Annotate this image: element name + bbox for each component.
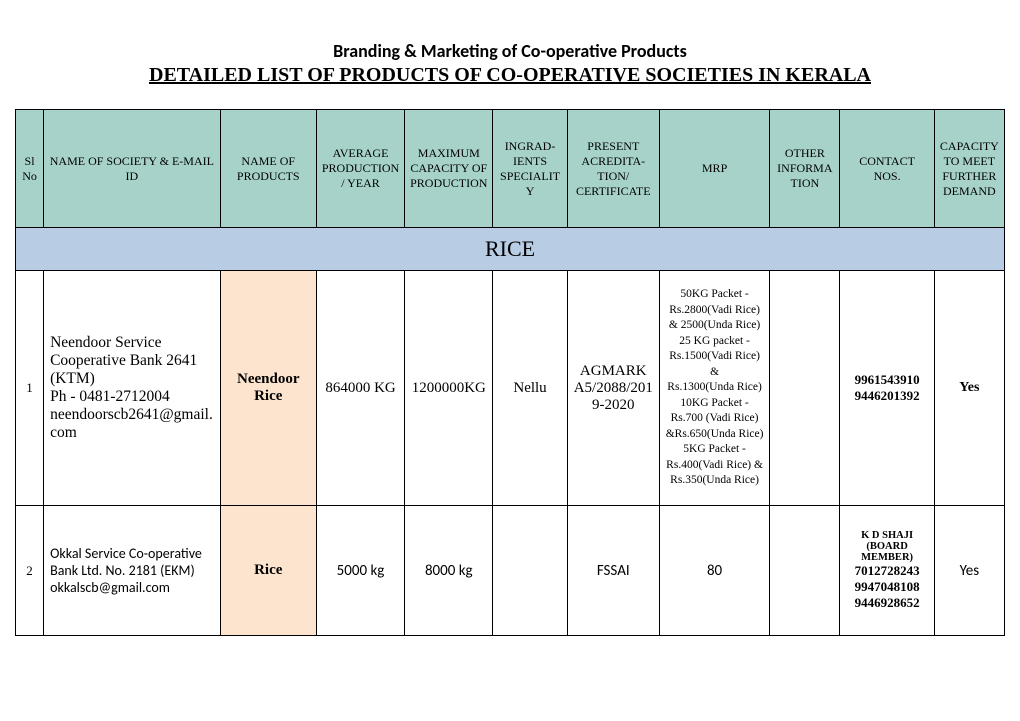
cell-ingredients xyxy=(493,506,567,636)
table-row: 1 Neendoor Service Cooperative Bank 2641… xyxy=(16,271,1005,506)
cell-mrp: 50KG Packet - Rs.2800(Vadi Rice) & 2500(… xyxy=(659,271,769,506)
table-row: 2 Okkal Service Co-operative Bank Ltd. N… xyxy=(16,506,1005,636)
column-header: OTHER INFORMATION xyxy=(770,110,840,228)
cell-product: Neendoor Rice xyxy=(220,271,316,506)
cell-avg: 5000 kg xyxy=(316,506,404,636)
column-header: PRESENT ACREDITA-TION/ CERTIFICATE xyxy=(567,110,659,228)
cell-avg: 864000 KG xyxy=(316,271,404,506)
cell-accreditation: AGMARK A5/2088/2019-2020 xyxy=(567,271,659,506)
column-header: NAME OF SOCIETY & E-MAIL ID xyxy=(44,110,221,228)
title-block: Branding & Marketing of Co-operative Pro… xyxy=(15,40,1005,87)
table-header-row: Sl NoNAME OF SOCIETY & E-MAIL IDNAME OF … xyxy=(16,110,1005,228)
cell-accreditation: FSSAI xyxy=(567,506,659,636)
cell-ingredients: Nellu xyxy=(493,271,567,506)
section-label: RICE xyxy=(16,228,1005,271)
column-header: NAME OF PRODUCTS xyxy=(220,110,316,228)
column-header: MAXIMUM CAPACITY OF PRODUCTION xyxy=(405,110,493,228)
cell-other xyxy=(770,271,840,506)
section-row: RICE xyxy=(16,228,1005,271)
cell-slno: 2 xyxy=(16,506,44,636)
column-header: Sl No xyxy=(16,110,44,228)
column-header: AVERAGE PRODUCTION / YEAR xyxy=(316,110,404,228)
cell-society: Neendoor Service Cooperative Bank 2641 (… xyxy=(44,271,221,506)
cell-contact: 99615439109446201392 xyxy=(840,271,934,506)
cell-mrp: 80 xyxy=(659,506,769,636)
column-header: CAPACITY TO MEET FURTHER DEMAND xyxy=(934,110,1004,228)
page-title-1: Branding & Marketing of Co-operative Pro… xyxy=(15,40,1005,62)
cell-max: 1200000KG xyxy=(405,271,493,506)
cell-capacity: Yes xyxy=(934,506,1004,636)
column-header: CONTACT NOS. xyxy=(840,110,934,228)
cell-product: Rice xyxy=(220,506,316,636)
column-header: MRP xyxy=(659,110,769,228)
cell-society: Okkal Service Co-operative Bank Ltd. No.… xyxy=(44,506,221,636)
column-header: INGRAD-IENTS SPECIALITY xyxy=(493,110,567,228)
cell-contact: K D SHAJI (BOARD MEMBER)7012728243994704… xyxy=(840,506,934,636)
products-table: Sl NoNAME OF SOCIETY & E-MAIL IDNAME OF … xyxy=(15,109,1005,636)
page-title-2: DETAILED LIST OF PRODUCTS OF CO-OPERATIV… xyxy=(15,64,1005,87)
cell-capacity: Yes xyxy=(934,271,1004,506)
cell-max: 8000 kg xyxy=(405,506,493,636)
cell-other xyxy=(770,506,840,636)
cell-slno: 1 xyxy=(16,271,44,506)
